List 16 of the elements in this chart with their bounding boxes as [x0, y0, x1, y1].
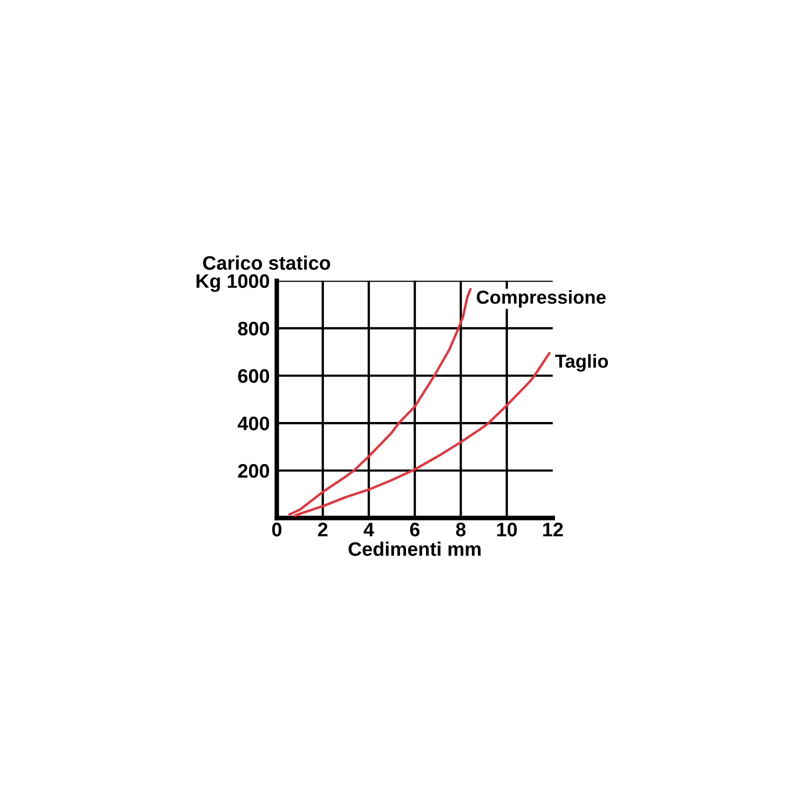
y-tick-label: 200 — [238, 464, 270, 478]
y-axis-title: Carico statico — [203, 256, 330, 270]
x-tick-label: 2 — [318, 522, 328, 536]
x-tick-label: 4 — [364, 522, 374, 536]
y-tick-label: Kg 1000 — [196, 274, 270, 292]
x-tick-label: 12 — [543, 522, 563, 536]
series-label: Compressione — [476, 290, 606, 308]
series-label: Taglio — [555, 354, 608, 372]
y-tick-label: 800 — [238, 322, 270, 336]
y-tick-label: 400 — [238, 416, 270, 430]
x-tick-label: 10 — [497, 522, 517, 536]
x-tick-label: 8 — [456, 522, 466, 536]
x-tick-label: 6 — [410, 522, 420, 536]
x-axis-title: Cedimenti mm — [348, 542, 481, 556]
y-tick-label: 600 — [238, 369, 270, 383]
x-tick-label: 0 — [272, 522, 282, 536]
